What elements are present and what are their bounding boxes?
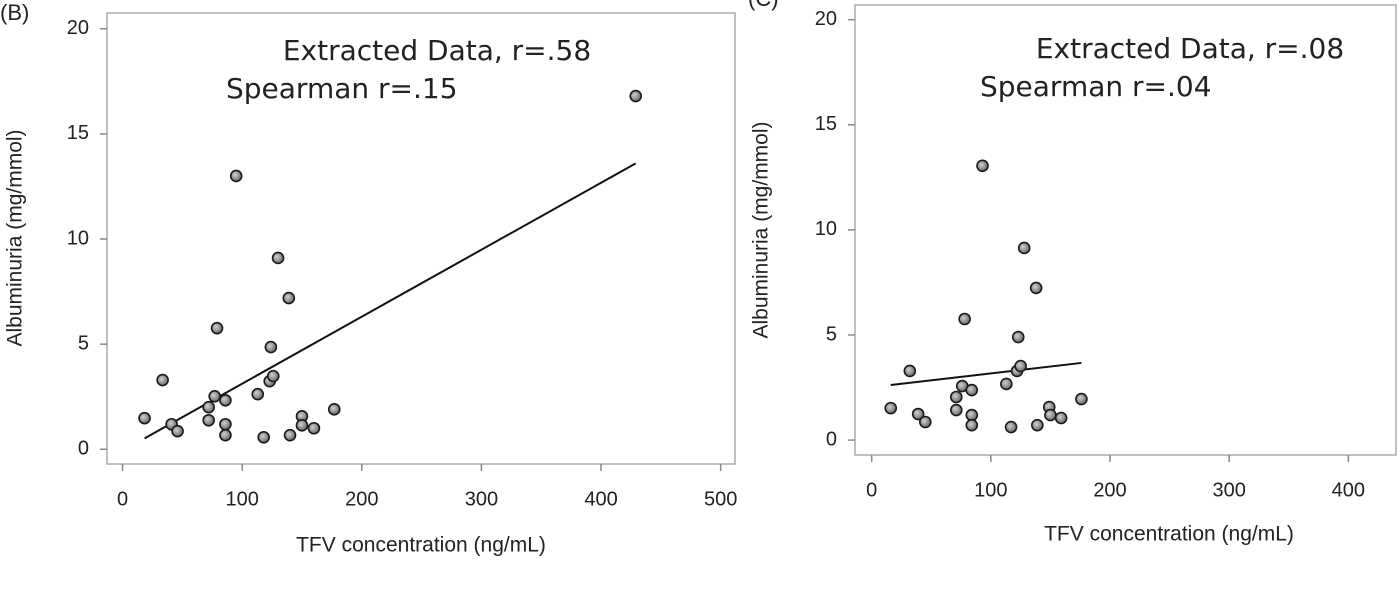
point bbox=[958, 312, 971, 326]
point bbox=[208, 389, 221, 403]
point bbox=[949, 390, 963, 404]
y-tick-label: 5 bbox=[78, 332, 89, 354]
point bbox=[327, 403, 341, 416]
panel-label: (C) bbox=[748, 0, 779, 11]
x-axis-label: TFV concentration (ng/mL) bbox=[296, 534, 546, 557]
point bbox=[1075, 392, 1088, 406]
point bbox=[264, 340, 278, 354]
annotation: Extracted Data, r=.58 bbox=[283, 34, 591, 67]
point bbox=[257, 430, 271, 444]
y-tick-label: 20 bbox=[815, 8, 837, 30]
x-tick-label: 200 bbox=[345, 488, 378, 510]
point bbox=[266, 369, 280, 383]
x-tick-label: 300 bbox=[1212, 479, 1245, 501]
point bbox=[202, 413, 215, 427]
point bbox=[210, 321, 224, 335]
point bbox=[282, 291, 296, 305]
point bbox=[903, 364, 917, 378]
point bbox=[965, 418, 979, 432]
x-tick-label: 500 bbox=[704, 488, 737, 510]
point bbox=[965, 383, 979, 397]
annotation: Spearman r=.04 bbox=[980, 70, 1212, 103]
x-tick-label: 0 bbox=[866, 479, 877, 501]
point bbox=[919, 415, 932, 429]
point bbox=[976, 159, 989, 173]
y-tick-label: 0 bbox=[826, 428, 837, 450]
x-tick-label: 400 bbox=[1332, 479, 1365, 501]
point bbox=[229, 169, 243, 183]
point bbox=[295, 419, 309, 432]
point bbox=[307, 421, 321, 435]
point bbox=[949, 403, 963, 417]
point bbox=[1017, 241, 1031, 255]
x-tick-label: 100 bbox=[225, 488, 258, 510]
point bbox=[1000, 377, 1013, 391]
point bbox=[1011, 330, 1025, 344]
y-tick-label: 0 bbox=[78, 438, 89, 460]
point bbox=[1044, 408, 1057, 422]
fit-line bbox=[890, 361, 1082, 387]
point bbox=[1031, 418, 1044, 432]
x-tick-label: 400 bbox=[584, 488, 617, 510]
point bbox=[1029, 281, 1043, 295]
y-tick-label: 15 bbox=[815, 113, 837, 135]
point bbox=[202, 400, 215, 414]
point bbox=[283, 428, 297, 442]
panel-label: (B) bbox=[0, 0, 29, 25]
x-axis-label: TFV concentration (ng/mL) bbox=[1044, 523, 1294, 546]
point bbox=[911, 407, 925, 421]
point bbox=[156, 373, 169, 387]
point bbox=[219, 393, 232, 407]
point bbox=[171, 424, 184, 438]
annotation: Extracted Data, r=.08 bbox=[1036, 32, 1344, 65]
point bbox=[884, 401, 898, 415]
y-tick-label: 20 bbox=[67, 17, 89, 39]
point bbox=[251, 387, 265, 401]
y-tick-label: 10 bbox=[67, 227, 89, 249]
point bbox=[1004, 420, 1018, 434]
point bbox=[138, 411, 151, 425]
x-tick-label: 200 bbox=[1093, 479, 1126, 501]
x-tick-label: 100 bbox=[974, 479, 1007, 501]
x-tick-label: 300 bbox=[465, 488, 498, 510]
fit-line bbox=[144, 162, 637, 440]
annotation: Spearman r=.15 bbox=[226, 72, 458, 105]
point bbox=[629, 89, 643, 103]
point bbox=[219, 417, 232, 431]
x-tick-label: 0 bbox=[117, 488, 128, 510]
y-tick-label: 10 bbox=[815, 218, 837, 240]
y-axis-label: Albuminuria (mg/mmol) bbox=[4, 129, 27, 346]
y-tick-label: 5 bbox=[826, 323, 837, 345]
point bbox=[1014, 359, 1027, 373]
point bbox=[271, 251, 285, 265]
point bbox=[219, 428, 232, 442]
y-axis-label: Albuminuria (mg/mmol) bbox=[750, 121, 773, 338]
point bbox=[1054, 411, 1068, 425]
y-tick-label: 15 bbox=[67, 122, 89, 144]
